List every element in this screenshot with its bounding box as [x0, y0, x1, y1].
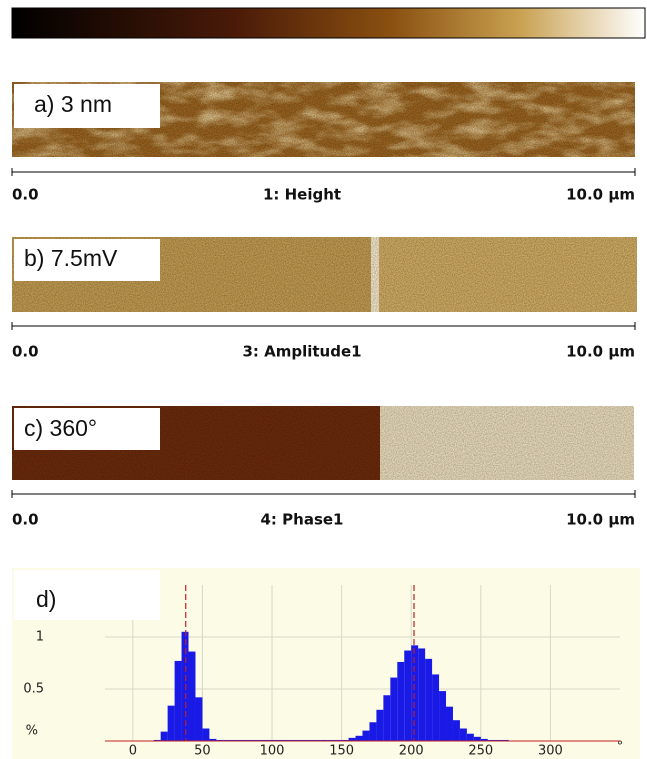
bar [432, 674, 440, 741]
bar [334, 739, 342, 741]
bar [348, 737, 356, 741]
bar [411, 645, 419, 741]
scale-start: 0.0 [12, 186, 39, 204]
bar [292, 739, 300, 741]
x-tick-label: 200 [399, 744, 424, 759]
channel-name: 1: Height [263, 186, 341, 204]
bar [230, 739, 238, 741]
channel-name: 4: Phase1 [261, 511, 344, 529]
panel-amplitude: b) 7.5mV 0.0 3: Amplitude1 10.0 µm [11, 237, 637, 361]
y-tick-label: 1 [36, 630, 44, 645]
bar [265, 739, 273, 741]
x-tick-label: 0 [129, 744, 137, 759]
panel-label: a) 3 nm [34, 91, 112, 117]
bar [244, 739, 252, 741]
y-unit: % [26, 724, 38, 739]
bar [216, 739, 224, 741]
bar [369, 722, 377, 741]
panel-phase: c) 360° 0.0 4: Phase1 10.0 µm [11, 406, 636, 529]
bar [425, 658, 433, 741]
bar [376, 709, 384, 741]
bar [153, 739, 161, 741]
scale-end: 10.0 µm [566, 343, 635, 361]
bar [404, 650, 412, 741]
bar [195, 697, 203, 741]
panel-label: b) 7.5mV [24, 245, 118, 271]
bar [418, 648, 426, 741]
bar [390, 677, 398, 741]
panel-label: d) [36, 586, 56, 612]
bar [459, 728, 467, 741]
bar [167, 705, 175, 741]
bar [223, 739, 231, 741]
bar [174, 660, 182, 741]
color-scale-bar [11, 7, 646, 39]
scale-start: 0.0 [12, 511, 39, 529]
scale-bar [11, 490, 636, 498]
bar [355, 735, 363, 741]
bar [383, 695, 391, 741]
bar [202, 728, 210, 741]
bar [501, 739, 509, 741]
bar [439, 691, 447, 741]
bar [362, 730, 370, 741]
label-box [14, 239, 160, 281]
bar [327, 739, 335, 741]
x-tick-label: 150 [329, 744, 354, 759]
bar [306, 739, 314, 741]
channel-name: 3: Amplitude1 [242, 343, 361, 361]
x-unit: ° [617, 740, 624, 755]
bar [258, 739, 266, 741]
bar [452, 720, 460, 741]
bar [473, 736, 481, 741]
scale-end: 10.0 µm [566, 511, 635, 529]
bar [272, 739, 279, 741]
bar [181, 631, 189, 741]
bar [494, 739, 502, 741]
bar [160, 731, 168, 741]
bar [341, 739, 349, 741]
bar [209, 738, 217, 741]
scale-start: 0.0 [12, 343, 39, 361]
scale-end: 10.0 µm [566, 186, 635, 204]
x-tick-label: 50 [194, 744, 211, 759]
bar [237, 739, 245, 741]
bar [278, 739, 286, 741]
panel-height: a) 3 nm 0.0 1: Height 10.0 µm [11, 82, 636, 204]
histogram: 0 50 100 150 200 250 300 0.5 1% ° [23, 585, 623, 759]
panel-label: c) 360° [24, 415, 97, 441]
bar [480, 738, 488, 741]
y-tick-label: 0.5 [23, 682, 44, 697]
bar [487, 739, 495, 741]
x-tick-label: 100 [260, 744, 285, 759]
bar [285, 739, 293, 741]
x-tick-label: 250 [468, 744, 493, 759]
bar [397, 661, 405, 741]
bar [320, 739, 328, 741]
scale-bar [11, 168, 636, 176]
bar [313, 739, 321, 741]
bar [188, 651, 196, 741]
bar [299, 739, 307, 741]
x-tick-label: 300 [538, 744, 563, 759]
bar [446, 706, 453, 741]
label-box [14, 408, 160, 450]
bar [466, 733, 474, 741]
scale-bar [11, 322, 636, 330]
bar [251, 739, 259, 741]
label-box [14, 84, 160, 128]
label-box [14, 570, 160, 620]
